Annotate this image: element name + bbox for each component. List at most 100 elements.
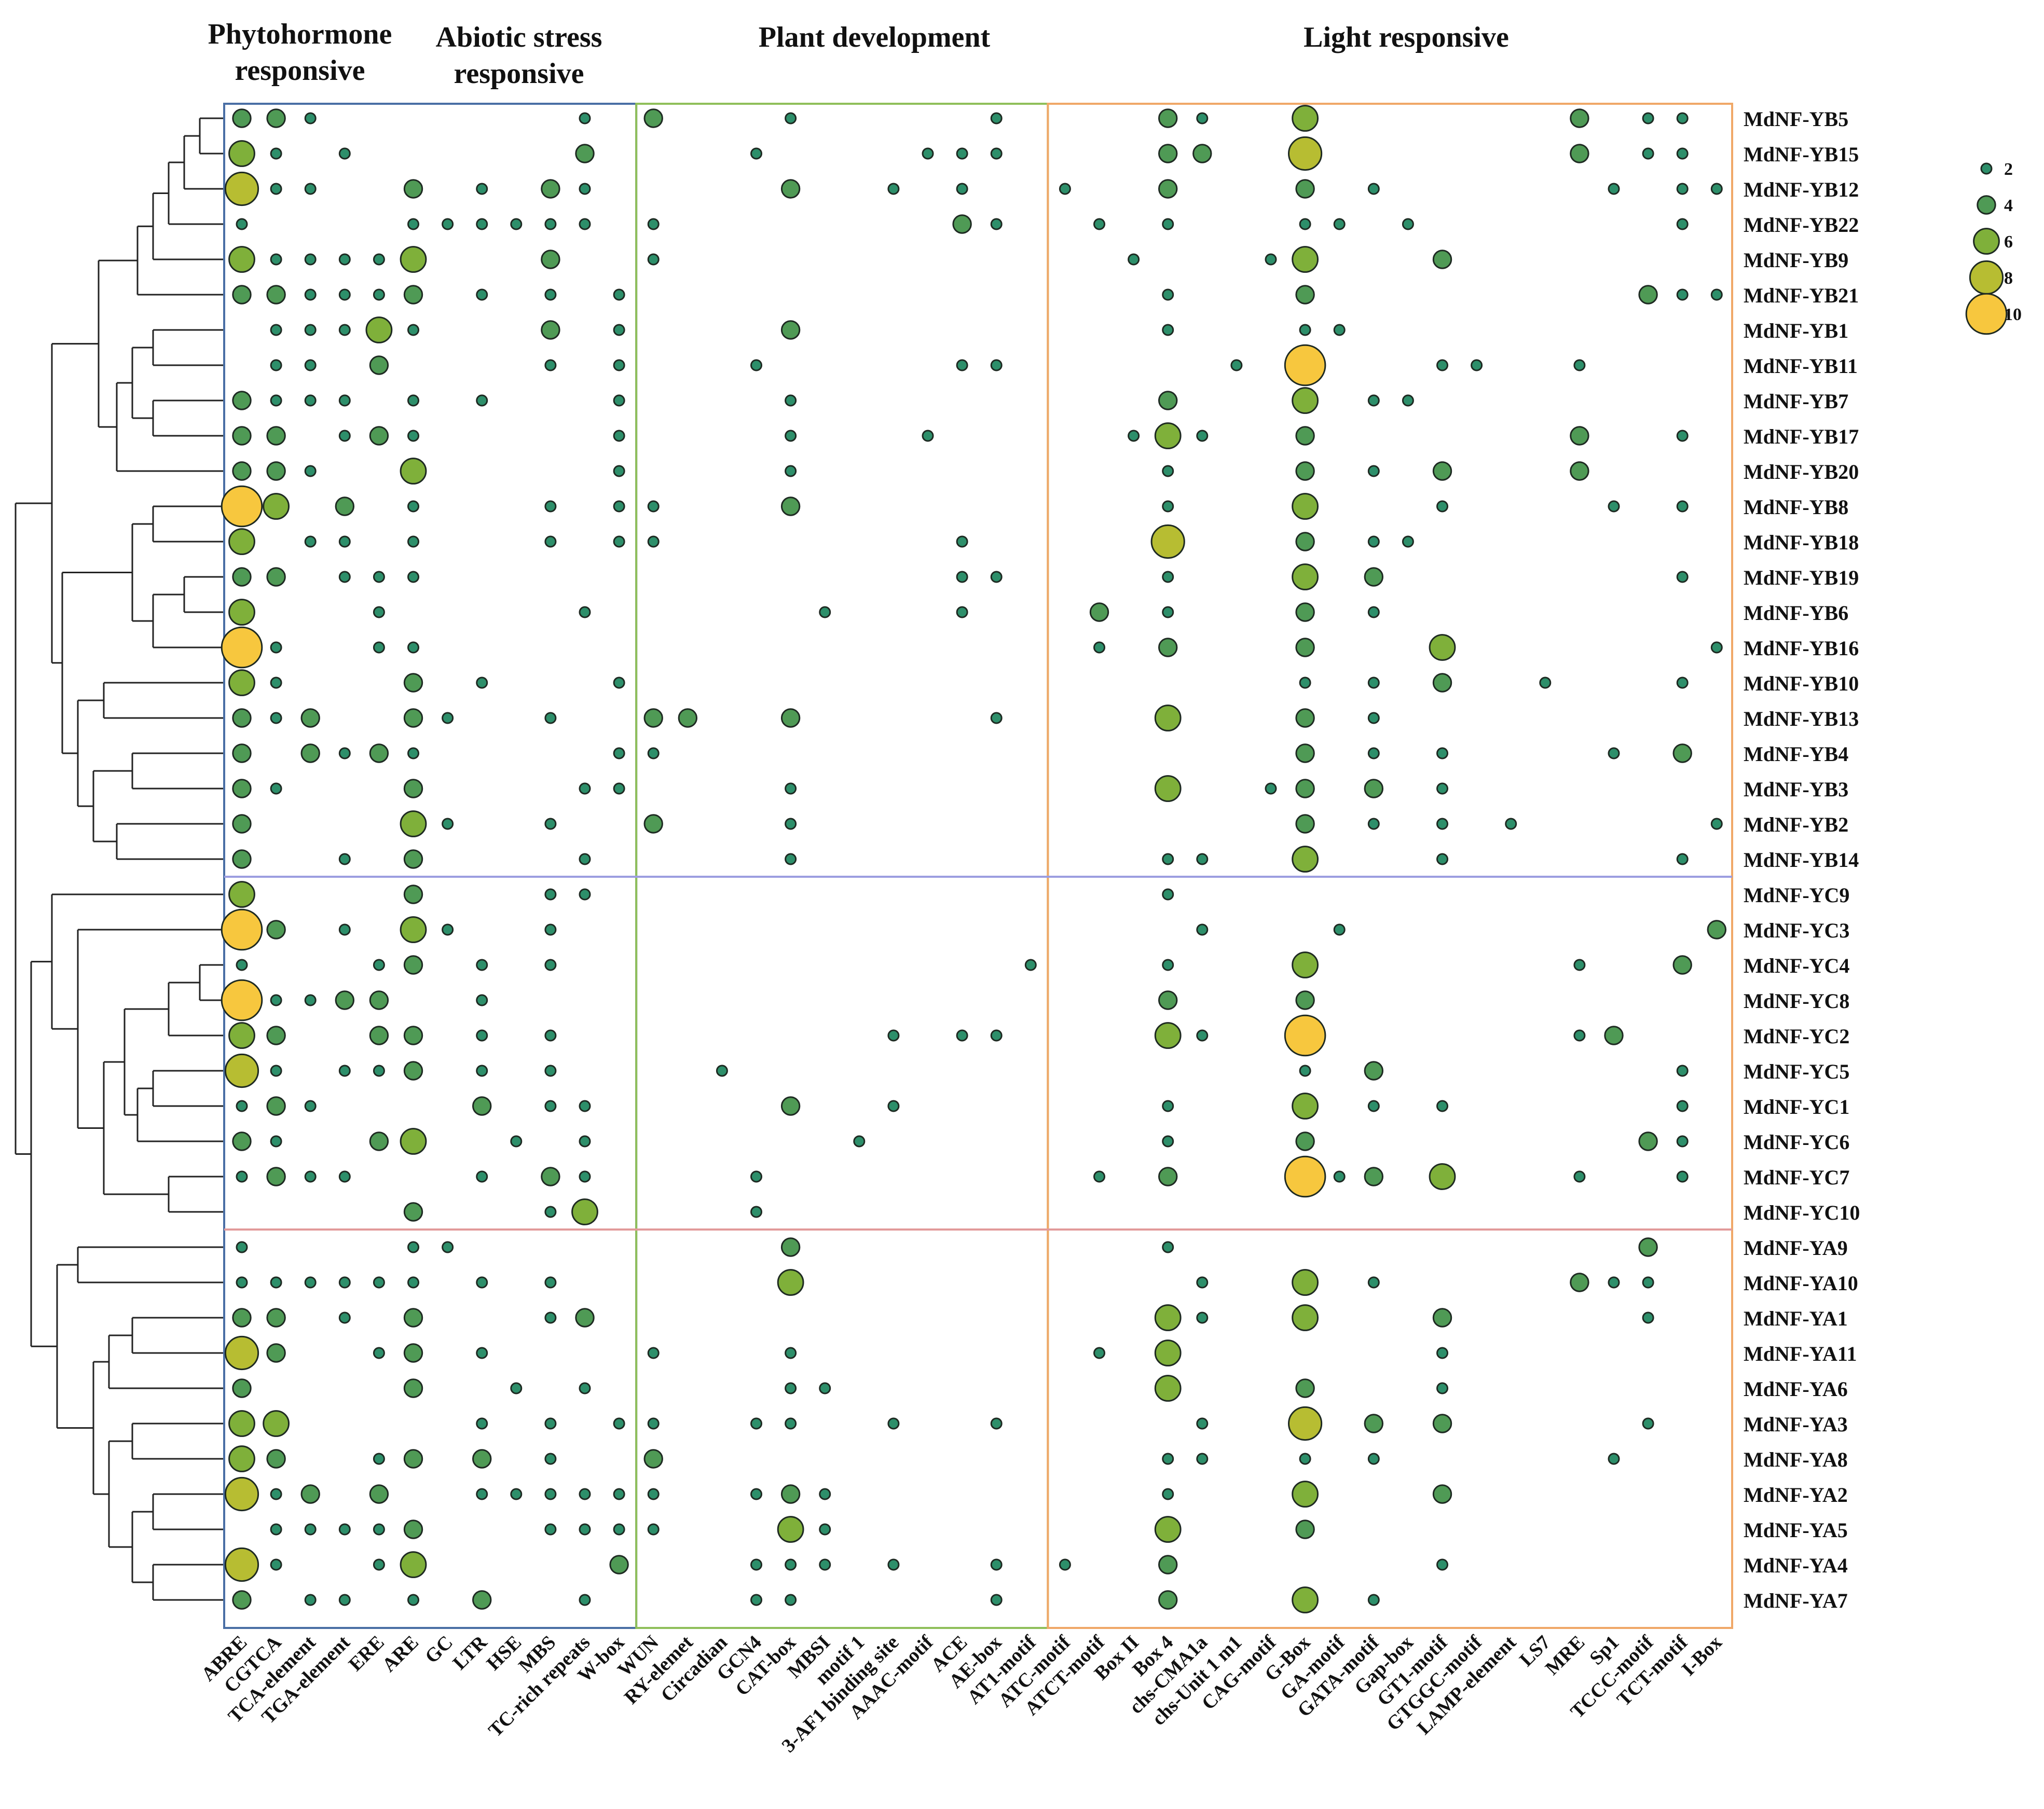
motif-bubble xyxy=(266,1167,286,1186)
motif-bubble xyxy=(1288,1406,1323,1441)
motif-bubble xyxy=(1299,676,1311,689)
motif-bubble xyxy=(990,1558,1003,1571)
motif-bubble xyxy=(1642,1276,1654,1289)
motif-bubble xyxy=(442,218,454,230)
motif-bubble xyxy=(369,1026,389,1045)
motif-bubble xyxy=(228,1445,255,1472)
motif-bubble xyxy=(1288,136,1323,171)
motif-bubble xyxy=(1196,1311,1209,1324)
motif-bubble xyxy=(403,849,423,869)
motif-bubble xyxy=(613,500,625,513)
motif-bubble xyxy=(1604,1026,1624,1045)
motif-bubble xyxy=(990,1029,1003,1042)
row-label: MdNF-YB17 xyxy=(1744,425,1859,448)
row-label: MdNF-YA2 xyxy=(1744,1483,1848,1507)
motif-bubble xyxy=(304,1594,317,1606)
motif-bubble xyxy=(541,250,560,269)
motif-bubble xyxy=(1676,1135,1689,1148)
motif-bubble xyxy=(1436,359,1448,371)
motif-bubble xyxy=(403,708,423,728)
motif-bubble xyxy=(1158,144,1178,163)
motif-bubble xyxy=(1432,1414,1452,1433)
motif-bubble xyxy=(304,465,317,477)
row-label: MdNF-YC9 xyxy=(1744,883,1849,907)
motif-bubble xyxy=(1093,1170,1105,1183)
motif-bubble xyxy=(400,1128,427,1155)
motif-bubble xyxy=(476,1488,488,1500)
motif-bubble xyxy=(750,1488,762,1500)
motif-bubble xyxy=(575,144,595,163)
motif-bubble xyxy=(613,782,625,795)
motif-bubble xyxy=(643,108,663,128)
motif-bubble xyxy=(613,535,625,548)
motif-bubble xyxy=(400,916,427,943)
motif-bubble xyxy=(643,1449,663,1469)
frame-plant-development xyxy=(635,103,1049,1629)
motif-bubble xyxy=(956,571,968,583)
motif-bubble xyxy=(1154,422,1182,449)
motif-bubble xyxy=(270,1135,282,1148)
motif-bubble xyxy=(1292,563,1319,590)
motif-bubble xyxy=(407,218,419,230)
motif-bubble xyxy=(1676,288,1689,301)
motif-bubble xyxy=(1570,1273,1589,1292)
motif-bubble xyxy=(1333,218,1346,230)
motif-bubble xyxy=(750,1594,762,1606)
motif-bubble xyxy=(780,1484,801,1504)
motif-bubble xyxy=(1642,147,1654,160)
motif-bubble xyxy=(1539,676,1552,689)
motif-bubble xyxy=(956,606,968,618)
row-label: MdNF-YB21 xyxy=(1744,284,1859,307)
motif-bubble xyxy=(1710,288,1723,301)
motif-bubble xyxy=(853,1135,866,1148)
motif-bubble xyxy=(1367,183,1380,195)
motif-bubble xyxy=(785,112,797,125)
row-label: MdNF-YC5 xyxy=(1744,1060,1849,1083)
motif-bubble xyxy=(541,1167,560,1186)
motif-bubble xyxy=(990,571,1003,583)
row-label: MdNF-YB1 xyxy=(1744,319,1848,342)
motif-bubble xyxy=(232,779,252,798)
motif-bubble xyxy=(1292,387,1319,414)
row-label: MdNF-YC6 xyxy=(1744,1130,1849,1154)
row-label: MdNF-YB14 xyxy=(1744,848,1859,872)
motif-bubble xyxy=(1292,951,1319,978)
motif-bubble xyxy=(236,1100,248,1112)
motif-bubble xyxy=(403,1061,423,1081)
row-label: MdNF-YC7 xyxy=(1744,1166,1849,1189)
group-title: Light responsive xyxy=(1304,21,1509,53)
motif-bubble xyxy=(1154,775,1182,802)
motif-bubble xyxy=(1367,1276,1380,1289)
motif-bubble xyxy=(1162,959,1174,971)
motif-bubble xyxy=(1710,818,1723,830)
motif-bubble xyxy=(1295,285,1315,305)
motif-bubble xyxy=(777,1269,804,1296)
motif-bubble xyxy=(780,496,801,516)
motif-bubble xyxy=(785,1558,797,1571)
motif-bubble xyxy=(304,1276,317,1289)
group-title: Abiotic stress xyxy=(436,21,602,53)
motif-bubble xyxy=(407,1241,419,1253)
row-label: MdNF-YC8 xyxy=(1744,989,1849,1013)
motif-bubble xyxy=(338,1170,351,1183)
motif-bubble xyxy=(613,1523,625,1536)
motif-bubble xyxy=(544,1523,557,1536)
motif-bubble xyxy=(1093,641,1105,654)
motif-bubble xyxy=(1432,250,1452,269)
motif-bubble xyxy=(1710,183,1723,195)
motif-bubble xyxy=(1672,743,1692,763)
motif-bubble xyxy=(990,147,1003,160)
motif-bubble xyxy=(1295,779,1315,798)
group-title: Plant development xyxy=(759,21,991,53)
motif-bubble xyxy=(304,359,317,371)
row-label: MdNF-YA6 xyxy=(1744,1377,1848,1401)
motif-bubble xyxy=(403,955,423,975)
motif-bubble xyxy=(1292,246,1319,273)
motif-bubble xyxy=(338,535,351,548)
motif-bubble xyxy=(270,676,282,689)
motif-bubble xyxy=(1158,108,1178,128)
motif-bubble xyxy=(266,1449,286,1469)
motif-bubble xyxy=(1642,1311,1654,1324)
motif-bubble xyxy=(544,1453,557,1465)
motif-bubble xyxy=(266,426,286,446)
